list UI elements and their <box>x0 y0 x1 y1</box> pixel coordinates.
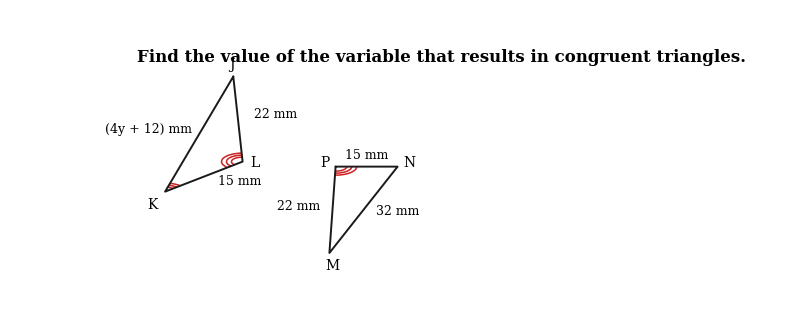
Text: 22 mm: 22 mm <box>254 108 297 121</box>
Text: 32 mm: 32 mm <box>376 205 419 218</box>
Text: Find the value of the variable that results in congruent triangles.: Find the value of the variable that resu… <box>138 49 746 66</box>
Text: 15 mm: 15 mm <box>218 175 261 188</box>
Text: P: P <box>320 156 330 170</box>
Text: 15 mm: 15 mm <box>345 149 388 162</box>
Text: 22 mm: 22 mm <box>277 200 320 213</box>
Text: L: L <box>250 156 260 170</box>
Text: J: J <box>230 58 235 72</box>
Text: M: M <box>326 259 339 273</box>
Text: K: K <box>147 198 158 212</box>
Text: (4y + 12) mm: (4y + 12) mm <box>105 123 192 136</box>
Text: N: N <box>404 156 416 170</box>
